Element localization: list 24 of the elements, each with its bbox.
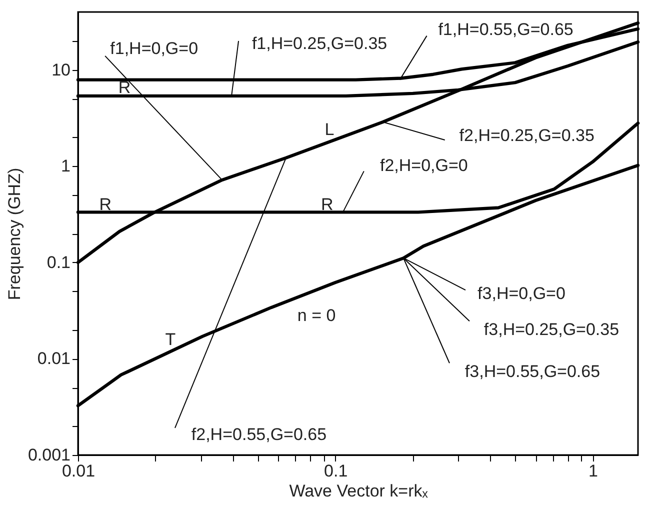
y-tick-label: 0.1 <box>46 252 70 272</box>
annotation: R <box>321 195 334 214</box>
x-axis-title: Wave Vector k=rkₓ <box>289 482 428 500</box>
x-tick-label: 1 <box>588 462 598 480</box>
y-tick-label: 10 <box>52 60 70 80</box>
annotation: f1,H=0.25,G=0.35 <box>252 34 388 53</box>
y-tick-label: 1 <box>61 156 70 176</box>
y-tick-label: 0.001 <box>28 446 70 464</box>
annotation: f3,H=0.25,G=0.35 <box>484 320 620 340</box>
annotation: f2,H=0.55,G=0.65 <box>191 424 327 444</box>
annotation: L <box>324 120 334 139</box>
annotation: f2,H=0,G=0 <box>380 156 468 176</box>
annotation: f1,H=0,G=0 <box>110 38 198 58</box>
annotation: n = 0 <box>297 306 336 325</box>
annotation: T <box>165 330 176 349</box>
x-tick-label: 0.1 <box>324 462 348 480</box>
annotation: f3,H=0.55,G=0.65 <box>464 362 600 382</box>
y-tick-label: 0.01 <box>37 349 70 368</box>
annotation: f3,H=0,G=0 <box>478 284 566 304</box>
y-axis-title: Frequency (GHZ) <box>4 168 24 300</box>
annotation: f2,H=0.25,G=0.35 <box>459 126 594 145</box>
annotation: R <box>99 195 112 214</box>
annotation: f1,H=0.55,G=0.65 <box>438 20 574 39</box>
annotation: R <box>118 78 131 98</box>
